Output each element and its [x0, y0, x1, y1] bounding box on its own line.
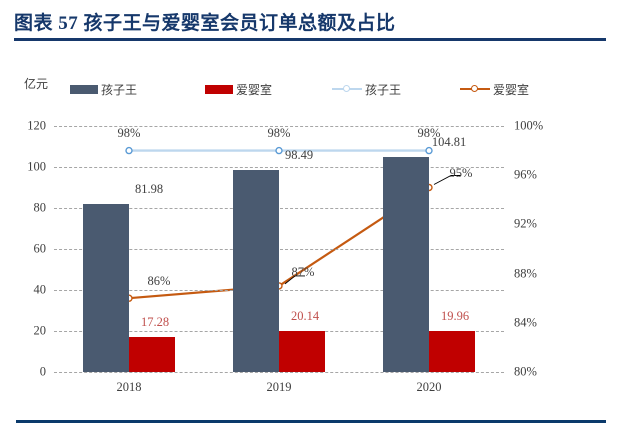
- chart-legend: 孩子王 爱婴室 孩子王 爱婴室: [70, 80, 590, 100]
- marker-kidswant-2018[interactable]: [125, 146, 133, 155]
- legend-line-marker: [343, 85, 350, 92]
- bar-aiyingshi-2018[interactable]: [129, 336, 175, 372]
- title-divider: [14, 38, 606, 41]
- gridline: [54, 167, 504, 168]
- legend-label: 爱婴室: [493, 82, 530, 97]
- legend-line-marker: [471, 85, 478, 92]
- bar-label-aiyingshi-2018: 17.28: [140, 314, 170, 329]
- bar-label-kidswant-2019: 98.49: [284, 148, 314, 163]
- y-axis-left-tick: 100: [27, 159, 46, 174]
- bar-label-kidswant-2020: 104.81: [431, 135, 467, 150]
- gridline: [54, 290, 504, 291]
- y-axis-right-tick: 80%: [514, 364, 537, 379]
- y-axis-right-tick: 96%: [514, 167, 537, 182]
- bar-label-aiyingshi-2019: 20.14: [290, 308, 320, 323]
- bar-label-kidswant-2018: 81.98: [134, 181, 164, 196]
- y-axis-left-tick: 20: [33, 323, 47, 338]
- y-axis-left-tick: 80: [33, 200, 47, 215]
- bar-kidswant-2020[interactable]: [383, 157, 429, 372]
- gridline: [54, 249, 504, 250]
- gridline: [54, 126, 504, 127]
- legend-label: 爱婴室: [236, 82, 273, 97]
- legend-line-swatch: [460, 83, 490, 95]
- plot-area: 0 20 40 60 80 100 120 80% 84% 88% 92% 96% 100% 81.98 1…: [27, 119, 543, 395]
- y-axis-left-tick: 60: [33, 241, 47, 256]
- y-axis-unit-label: 亿元: [24, 77, 49, 91]
- legend-item-3[interactable]: 孩子王: [332, 80, 401, 98]
- x-axis-label-2018: 2018: [116, 380, 142, 394]
- legend-line-swatch: [332, 83, 362, 95]
- pct-label-kidswant-2018: 98%: [117, 125, 141, 140]
- legend-bar-swatch: [205, 84, 233, 94]
- pct-label-aiyingshi-2018: 86%: [147, 274, 171, 289]
- x-axis-label-2019: 2019: [266, 380, 292, 394]
- gridline: [54, 208, 504, 209]
- legend-bar-swatch: [70, 84, 98, 94]
- x-axis-label-2020: 2020: [416, 380, 442, 394]
- bar-label-aiyingshi-2020: 19.96: [440, 309, 470, 324]
- legend-item-1[interactable]: 孩子王: [70, 80, 137, 98]
- y-axis-right-tick: 84%: [514, 315, 537, 330]
- pct-label-kidswant-2020: 98%: [417, 125, 441, 140]
- legend-label: 孩子王: [101, 82, 138, 97]
- bar-kidswant-2019[interactable]: [233, 170, 279, 372]
- marker-kidswant-2019[interactable]: [275, 146, 283, 155]
- pct-label-kidswant-2019: 98%: [267, 125, 291, 140]
- bar-kidswant-2018[interactable]: [83, 203, 129, 372]
- y-axis-left-tick: 120: [27, 118, 46, 133]
- legend-item-2[interactable]: 爱婴室: [205, 80, 272, 98]
- y-axis-left-tick: 0: [39, 364, 46, 379]
- y-axis-right-tick: 100%: [514, 118, 544, 133]
- footer-divider: [16, 420, 606, 423]
- pct-label-aiyingshi-2020: 95%: [449, 165, 473, 180]
- legend-label: 孩子王: [365, 82, 402, 97]
- bar-aiyingshi-2019[interactable]: [279, 330, 325, 372]
- pct-label-aiyingshi-2019: 87%: [291, 264, 315, 279]
- bar-aiyingshi-2020[interactable]: [429, 331, 475, 372]
- legend-item-4[interactable]: 爱婴室: [460, 80, 529, 98]
- figure-title: 图表 57 孩子王与爱婴室会员订单总额及占比: [14, 13, 396, 34]
- y-axis-left-tick: 40: [33, 282, 47, 297]
- y-axis-right-tick: 88%: [514, 266, 537, 281]
- gridline: [54, 372, 504, 373]
- y-axis-right-tick: 92%: [514, 216, 537, 231]
